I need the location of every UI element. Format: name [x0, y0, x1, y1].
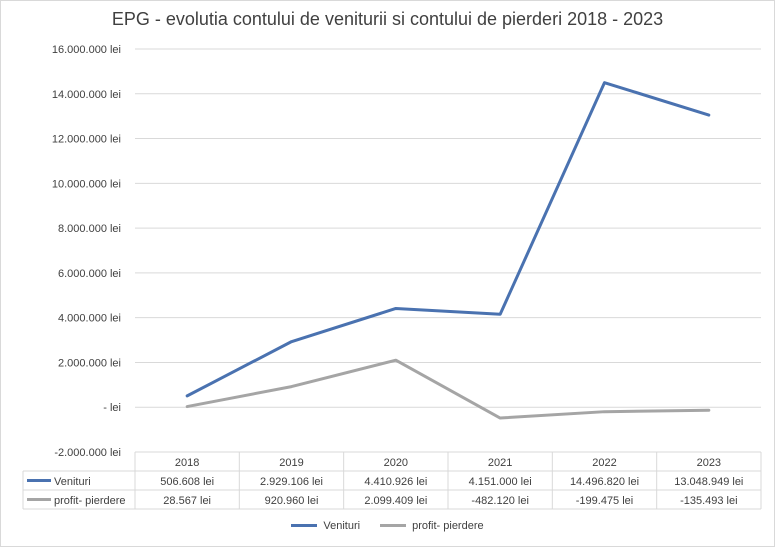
- legend-label: Venituri: [323, 519, 361, 532]
- legend-item: profit- pierdere: [380, 520, 484, 532]
- table-cell: 2.099.409 lei: [364, 495, 427, 507]
- y-tick-label: 2.000.000 lei: [58, 357, 121, 369]
- series-line-venituri: [185, 81, 711, 398]
- x-tick-label: 2021: [488, 457, 512, 469]
- table-cell: 13.048.949 lei: [674, 476, 743, 488]
- table-cell: 506.608 lei: [160, 476, 214, 488]
- table-cell: 2.929.106 lei: [260, 476, 323, 488]
- legend-swatch: [380, 524, 407, 527]
- y-tick-label: 8.000.000 lei: [58, 223, 121, 235]
- table-cell: -482.120 lei: [471, 495, 529, 507]
- table-cell: 4.151.000 lei: [469, 476, 532, 488]
- y-tick-label: - lei: [103, 402, 121, 414]
- table-cell: 4.410.926 lei: [364, 476, 427, 488]
- y-tick-label: 4.000.000 lei: [58, 313, 121, 325]
- series-line-profit-pierdere: [185, 358, 711, 420]
- table-cell: 28.567 lei: [163, 495, 211, 507]
- legend-swatch: [291, 524, 318, 527]
- legend-item: Venituri: [291, 520, 360, 532]
- table-cell: -199.475 lei: [576, 495, 634, 507]
- y-tick-label: 10.000.000 lei: [52, 178, 121, 190]
- y-tick-label: 6.000.000 lei: [58, 268, 121, 280]
- legend: Venituri profit- pierdere: [0, 518, 775, 532]
- x-tick-label: 2019: [279, 457, 303, 469]
- x-tick-label: 2018: [175, 457, 199, 469]
- table-series-name: Venituri: [54, 476, 91, 488]
- chart-title: EPG - evolutia contului de veniturii si …: [111, 9, 664, 29]
- legend-label: profit- pierdere: [412, 519, 484, 532]
- table-cell: 14.496.820 lei: [570, 476, 639, 488]
- table-cell: -135.493 lei: [680, 495, 738, 507]
- y-tick-label: 12.000.000 lei: [52, 134, 121, 146]
- x-tick-label: 2022: [592, 457, 616, 469]
- y-tick-label: 14.000.000 lei: [52, 89, 121, 101]
- table-cell: 920.960 lei: [265, 495, 319, 507]
- table-series-name: profit- pierdere: [54, 495, 126, 507]
- x-tick-label: 2020: [384, 457, 408, 469]
- x-tick-label: 2023: [697, 457, 721, 469]
- y-tick-label: 16.000.000 lei: [52, 44, 121, 56]
- y-tick-label: -2.000.000 lei: [54, 447, 121, 459]
